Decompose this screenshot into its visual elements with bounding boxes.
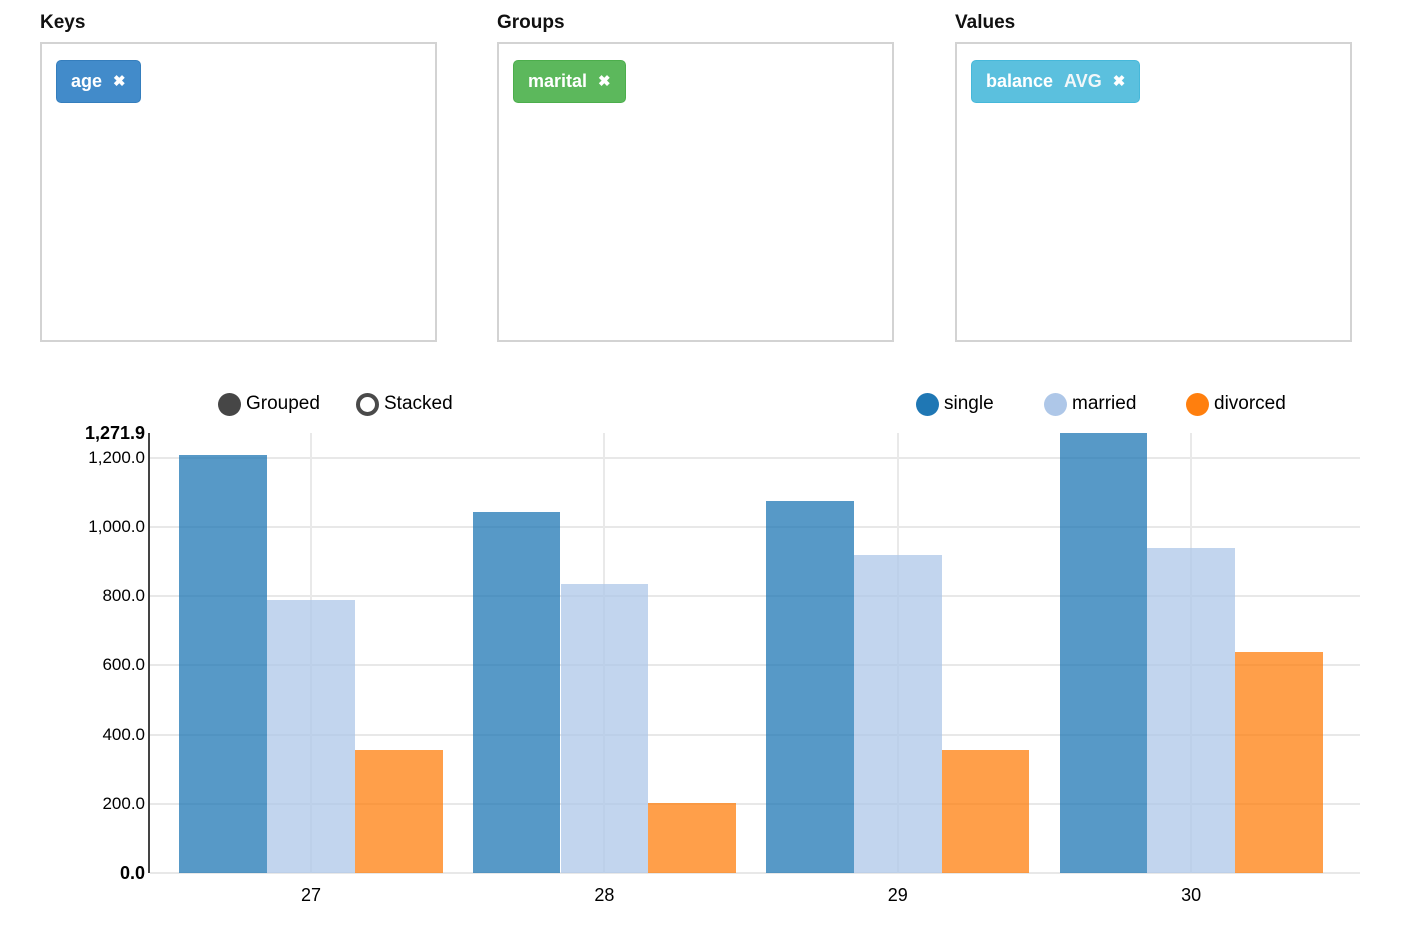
bar-single-27[interactable] — [179, 455, 268, 873]
bar-single-28[interactable] — [472, 511, 561, 873]
keys-drop-area[interactable]: age ✖ — [40, 42, 437, 342]
bar-divorced-30[interactable] — [1235, 652, 1323, 873]
bar-married-27[interactable] — [267, 599, 355, 873]
y-axis-tick-label: 1,200.0 — [88, 447, 145, 467]
radio-unselected-icon — [356, 392, 379, 416]
bar-divorced-27[interactable] — [354, 749, 443, 873]
y-gridline — [150, 872, 1360, 874]
remove-icon[interactable]: ✖ — [113, 73, 126, 91]
bar-single-29[interactable] — [766, 500, 854, 873]
y-axis-tick-label: 1,000.0 — [88, 517, 145, 537]
keys-panel-title: Keys — [40, 12, 86, 33]
bar-divorced-29[interactable] — [941, 749, 1030, 873]
y-axis-tick-label: 600.0 — [102, 655, 145, 675]
field-tag-balance-avg[interactable]: balance AVG ✖ — [971, 60, 1141, 104]
field-tag-aggregate: AVG — [1064, 71, 1102, 91]
bar-married-30[interactable] — [1147, 547, 1236, 873]
y-gridline — [150, 802, 1360, 805]
bar-chart-plot-area: 0.0 200.0 400.0 600.0 800.0 1,000.0 1,200.0 1,2… — [85, 423, 1360, 905]
legend-label-single: single — [944, 393, 994, 414]
y-axis-tick-label: 0.0 — [119, 863, 145, 883]
remove-icon[interactable]: ✖ — [598, 73, 611, 91]
values-panel: Values balance AVG ✖ — [955, 12, 1352, 342]
x-axis-tick-label: 30 — [1181, 885, 1202, 905]
legend-label-divorced: divorced — [1214, 393, 1286, 414]
remove-icon[interactable]: ✖ — [1112, 73, 1126, 91]
legend-dot-divorced — [1186, 392, 1209, 416]
values-panel-title: Values — [955, 12, 1016, 33]
chart-mode-stacked-label: Stacked — [384, 393, 453, 414]
y-gridline — [150, 526, 1360, 529]
field-tag-label: age — [71, 71, 103, 91]
bar-single-30[interactable] — [1059, 433, 1148, 873]
legend-item-divorced[interactable]: divorced — [1186, 391, 1286, 417]
keys-panel: Keys age ✖ — [40, 12, 437, 342]
bar-married-29[interactable] — [853, 554, 942, 873]
legend-dot-single — [916, 392, 939, 416]
field-tag-marital[interactable]: marital ✖ — [513, 60, 626, 104]
groups-drop-area[interactable]: marital ✖ — [497, 42, 894, 342]
y-axis-tick-label: 1,271.9 — [84, 423, 145, 443]
y-gridline — [150, 456, 1360, 459]
y-gridline — [150, 595, 1360, 598]
y-axis-tick-label: 800.0 — [102, 586, 145, 606]
y-gridline — [150, 664, 1360, 667]
x-axis-tick-label: 28 — [594, 885, 615, 905]
bar-married-28[interactable] — [560, 584, 649, 873]
groups-panel-title: Groups — [497, 12, 565, 33]
y-axis-line — [148, 433, 150, 873]
y-axis-tick-label: 200.0 — [102, 793, 145, 813]
y-gridline — [150, 733, 1360, 736]
x-axis-tick-label: 29 — [887, 885, 908, 905]
chart-mode-grouped-label: Grouped — [246, 393, 320, 414]
field-tag-label: marital — [528, 71, 588, 91]
groups-panel: Groups marital ✖ — [497, 12, 894, 342]
field-tag-age[interactable]: age ✖ — [56, 60, 141, 104]
values-drop-area[interactable]: balance AVG ✖ — [955, 42, 1352, 342]
bar-divorced-28[interactable] — [648, 802, 737, 873]
radio-selected-icon — [218, 392, 241, 416]
legend-item-married[interactable]: married — [1044, 391, 1136, 417]
legend-item-single[interactable]: single — [916, 391, 994, 417]
legend-label-married: married — [1072, 393, 1137, 414]
legend-dot-married — [1044, 392, 1067, 416]
field-tag-label: balance — [986, 71, 1054, 91]
y-axis-tick-label: 400.0 — [102, 724, 145, 744]
chart-mode-stacked[interactable]: Stacked — [356, 391, 453, 417]
chart-mode-grouped[interactable]: Grouped — [218, 391, 320, 417]
x-axis-tick-label: 27 — [300, 885, 322, 905]
